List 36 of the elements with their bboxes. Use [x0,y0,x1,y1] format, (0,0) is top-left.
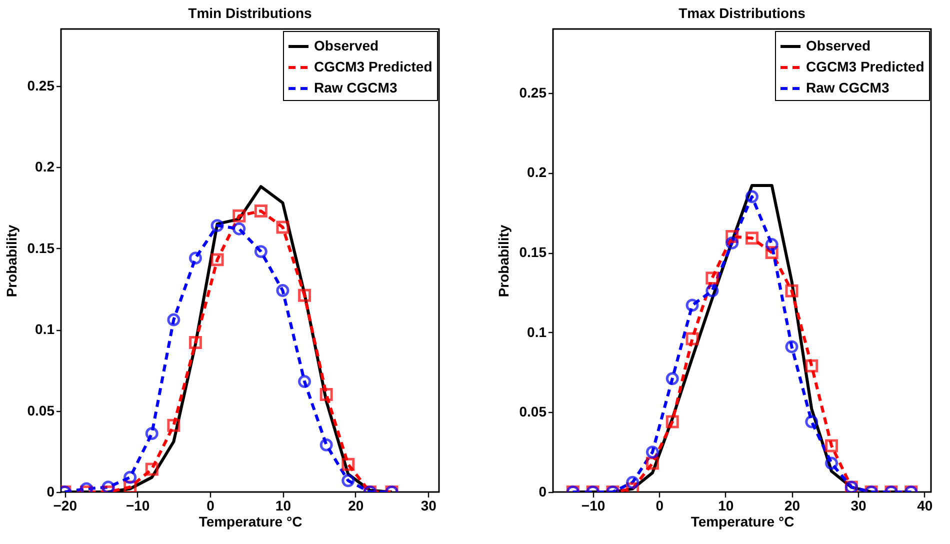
x-tick-label: 20 [348,498,364,514]
legend-label: CGCM3 Predicted [314,58,432,74]
y-axis-title: Probability [3,224,20,298]
y-tick-label: 0 [538,484,547,500]
y-tick-label: 0.05 [519,404,547,420]
x-axis-title: Temperature °C [690,514,794,530]
x-tick-label: −20 [53,498,78,514]
x-tick-label: 30 [420,498,437,514]
legend-label: Observed [806,38,871,54]
x-tick-label: 10 [718,498,734,514]
y-tick-label: 0.15 [519,244,547,260]
x-tick-label: 10 [275,498,292,514]
y-tick-label: 0.2 [527,164,547,180]
y-tick-label: 0 [46,484,55,500]
x-tick-label: −10 [126,498,150,514]
y-tick-label: 0.25 [519,84,547,100]
x-tick-label: 30 [850,498,867,514]
y-tick-label: 0.1 [527,324,547,340]
legend-label: Observed [314,38,379,54]
chart-title: Tmin Distributions [188,5,312,21]
legend-label: Raw CGCM3 [806,80,890,96]
x-tick-label: 40 [917,498,933,514]
x-tick-label: 0 [206,498,215,514]
y-tick-label: 0.05 [27,402,55,418]
x-tick-label: −10 [581,498,606,514]
x-axis-title: Temperature °C [198,514,302,530]
y-tick-label: 0.2 [35,158,55,175]
legend-label: CGCM3 Predicted [806,58,924,74]
y-axis-title: Probability [495,224,512,298]
x-tick-label: 20 [784,498,800,514]
y-tick-label: 0.25 [27,77,55,94]
legend-label: Raw CGCM3 [314,80,398,96]
y-tick-label: 0.15 [27,240,55,256]
chart-title: Tmax Distributions [678,5,806,21]
y-tick-label: 0.1 [35,321,55,338]
x-tick-label: 0 [656,498,664,514]
